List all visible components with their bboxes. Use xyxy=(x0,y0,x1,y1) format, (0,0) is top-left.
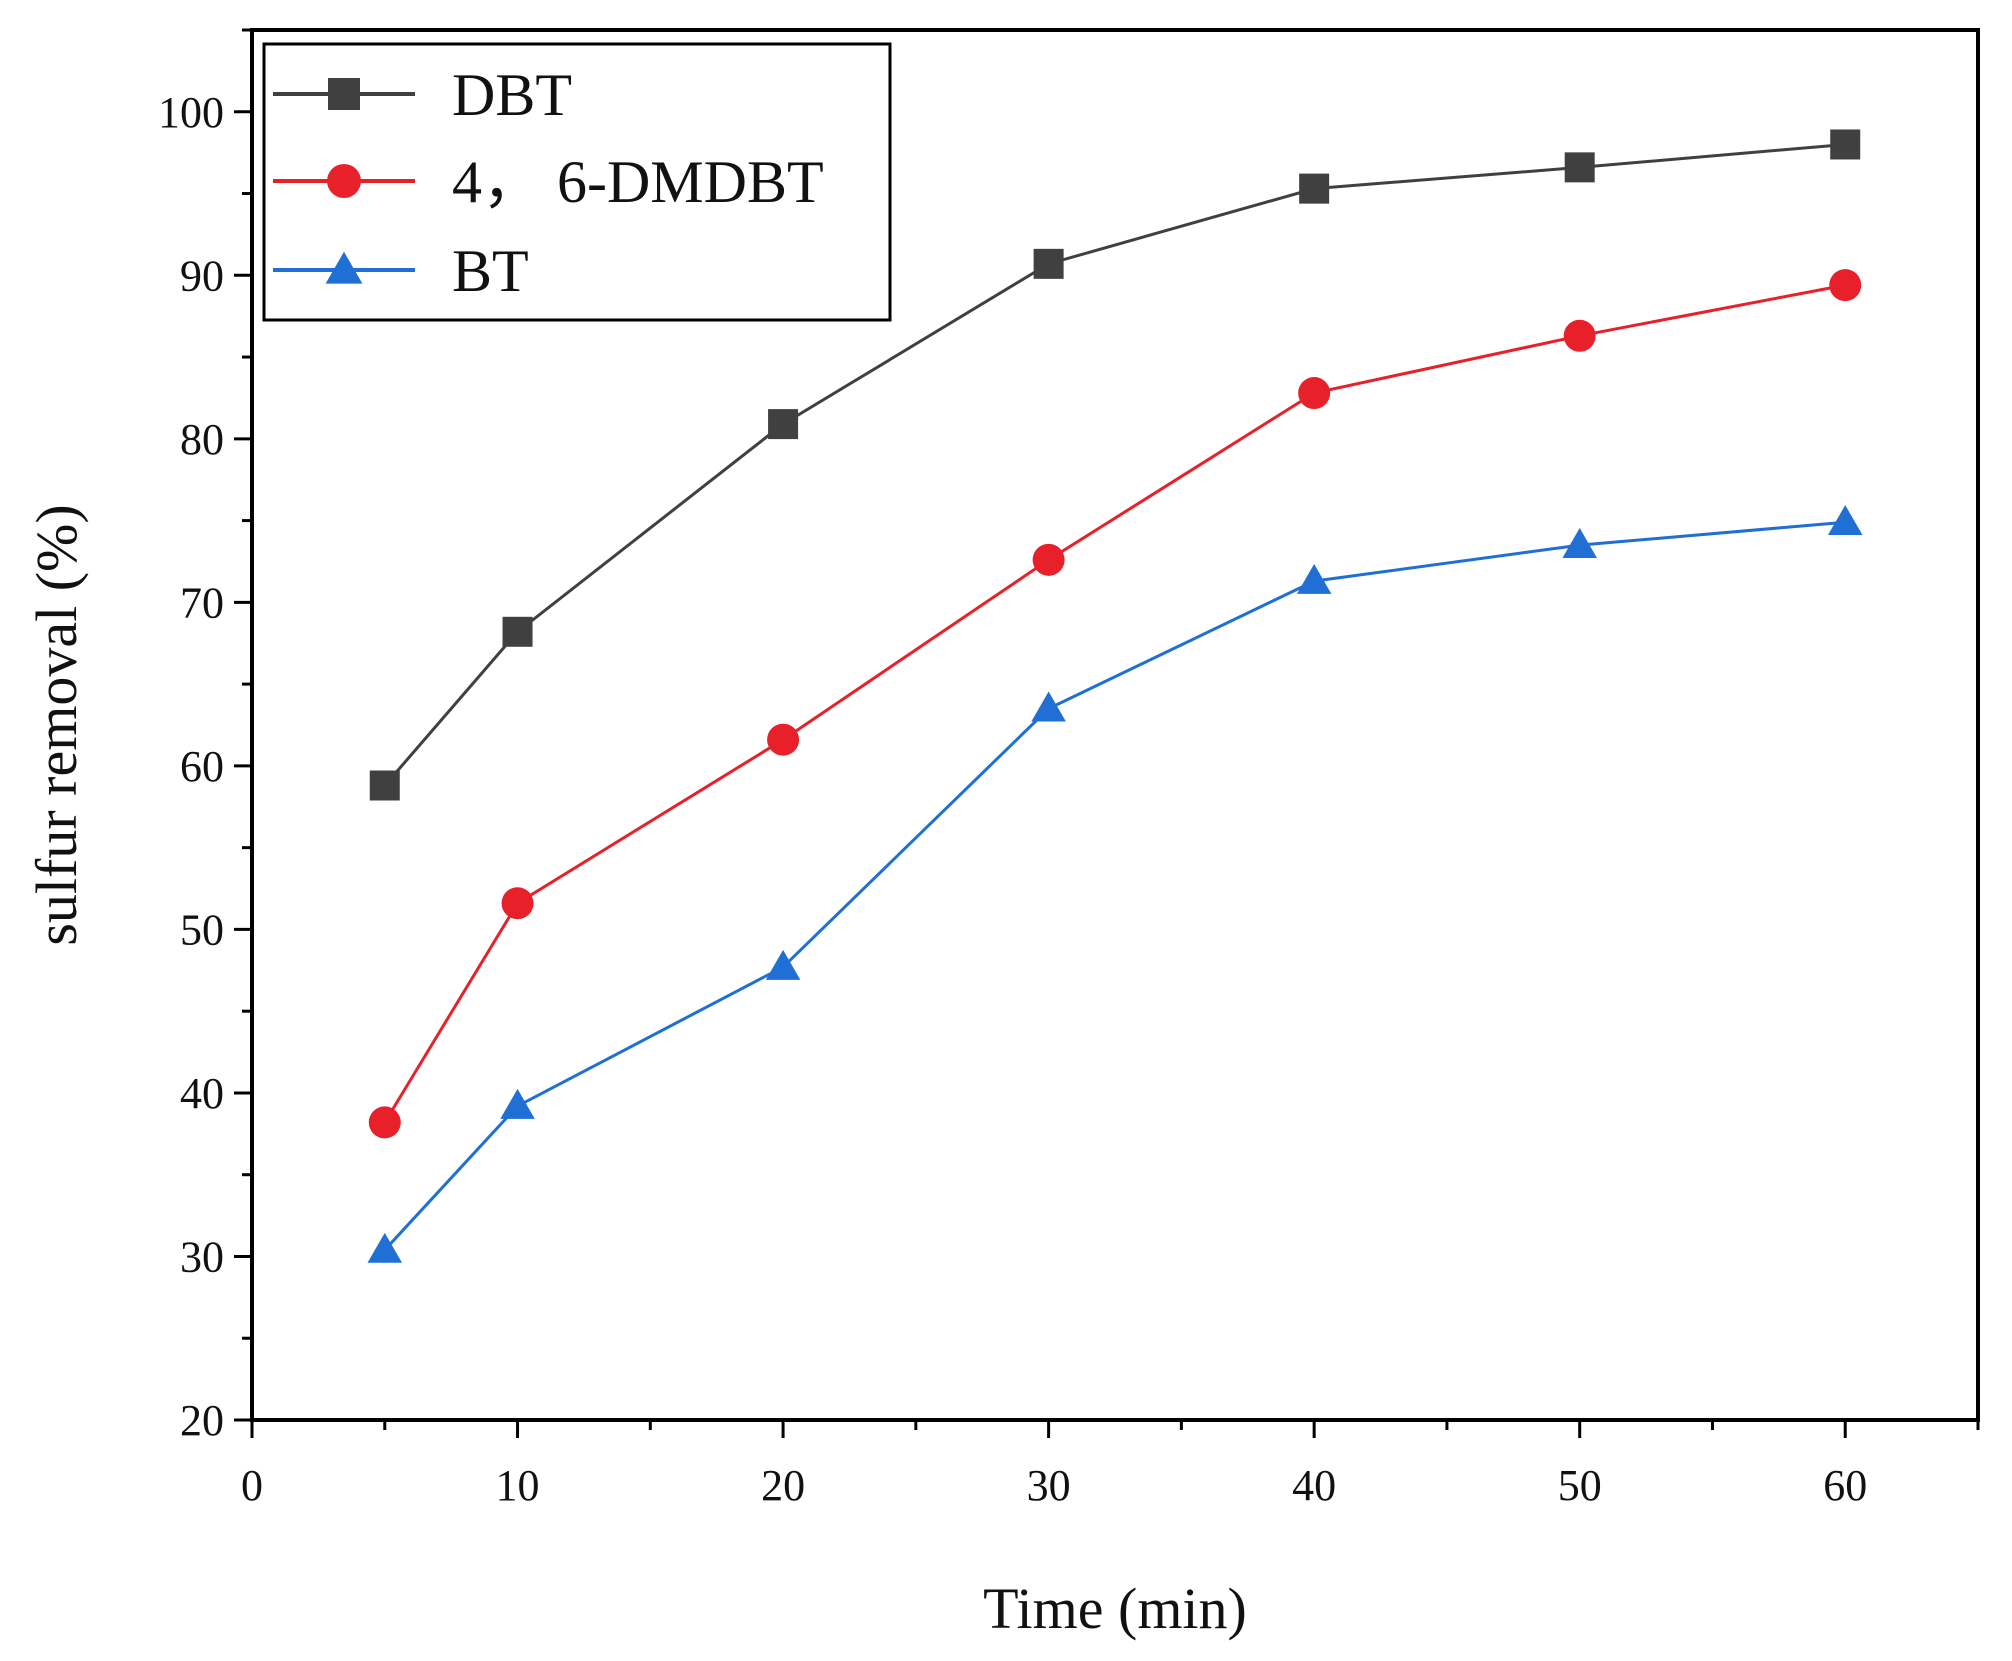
y-tick-label: 100 xyxy=(158,88,224,137)
x-axis-ticks: 0 10 20 30 40 50 60 xyxy=(241,1420,1980,1510)
data-point xyxy=(1298,377,1331,410)
x-tick-label: 10 xyxy=(496,1461,540,1510)
y-axis-title: sulfur removal (%) xyxy=(24,504,89,945)
x-tick-label: 60 xyxy=(1823,1461,1867,1510)
data-point xyxy=(1830,129,1861,160)
data-point xyxy=(1562,528,1597,558)
data-point xyxy=(1564,152,1595,183)
y-tick-label: 30 xyxy=(180,1232,224,1281)
x-tick-label: 50 xyxy=(1558,1461,1602,1510)
legend: DBT 4， 6-DMDBT BT xyxy=(262,42,892,322)
series-square xyxy=(369,129,1861,801)
data-point xyxy=(501,887,534,920)
data-point xyxy=(502,616,533,647)
data-point xyxy=(1829,269,1862,302)
data-point xyxy=(1033,248,1064,279)
y-tick-label: 90 xyxy=(180,251,224,300)
y-tick-label: 20 xyxy=(180,1396,224,1445)
series-triangle xyxy=(367,505,1863,1263)
legend-label: DBT xyxy=(452,62,572,128)
legend-marker xyxy=(328,78,360,110)
data-point xyxy=(768,409,799,440)
data-point xyxy=(1296,563,1332,594)
data-point xyxy=(765,949,801,980)
legend-marker xyxy=(327,164,361,198)
y-tick-label: 80 xyxy=(180,415,224,464)
series-circle xyxy=(368,269,1862,1139)
data-point xyxy=(1563,319,1596,352)
data-point xyxy=(1031,691,1066,722)
x-tick-label: 0 xyxy=(241,1461,263,1510)
data-point xyxy=(767,723,800,756)
x-tick-label: 30 xyxy=(1027,1461,1071,1510)
data-point xyxy=(369,770,400,801)
legend-marker xyxy=(325,251,363,284)
data-point xyxy=(368,1106,401,1139)
legend-label: BT xyxy=(452,238,529,304)
x-tick-label: 40 xyxy=(1292,1461,1336,1510)
x-tick-label: 20 xyxy=(761,1461,805,1510)
y-tick-label: 40 xyxy=(180,1069,224,1118)
data-point xyxy=(500,1088,535,1119)
data-point xyxy=(367,1232,403,1263)
data-point xyxy=(1827,505,1863,536)
y-tick-label: 50 xyxy=(180,905,224,954)
y-axis-ticks: 20 30 40 50 60 70 80 90 100 xyxy=(158,28,252,1445)
plot-frame xyxy=(250,28,1980,1422)
series-layer xyxy=(367,129,1863,1263)
plot-border xyxy=(250,28,1980,1422)
legend-box xyxy=(262,42,892,322)
y-tick-label: 70 xyxy=(180,578,224,627)
data-point xyxy=(1032,543,1065,576)
legend-label: 4， 6-DMDBT xyxy=(452,149,824,215)
data-point xyxy=(1299,173,1330,204)
y-tick-label: 60 xyxy=(180,742,224,791)
x-axis-title: Time (min) xyxy=(983,1576,1247,1641)
